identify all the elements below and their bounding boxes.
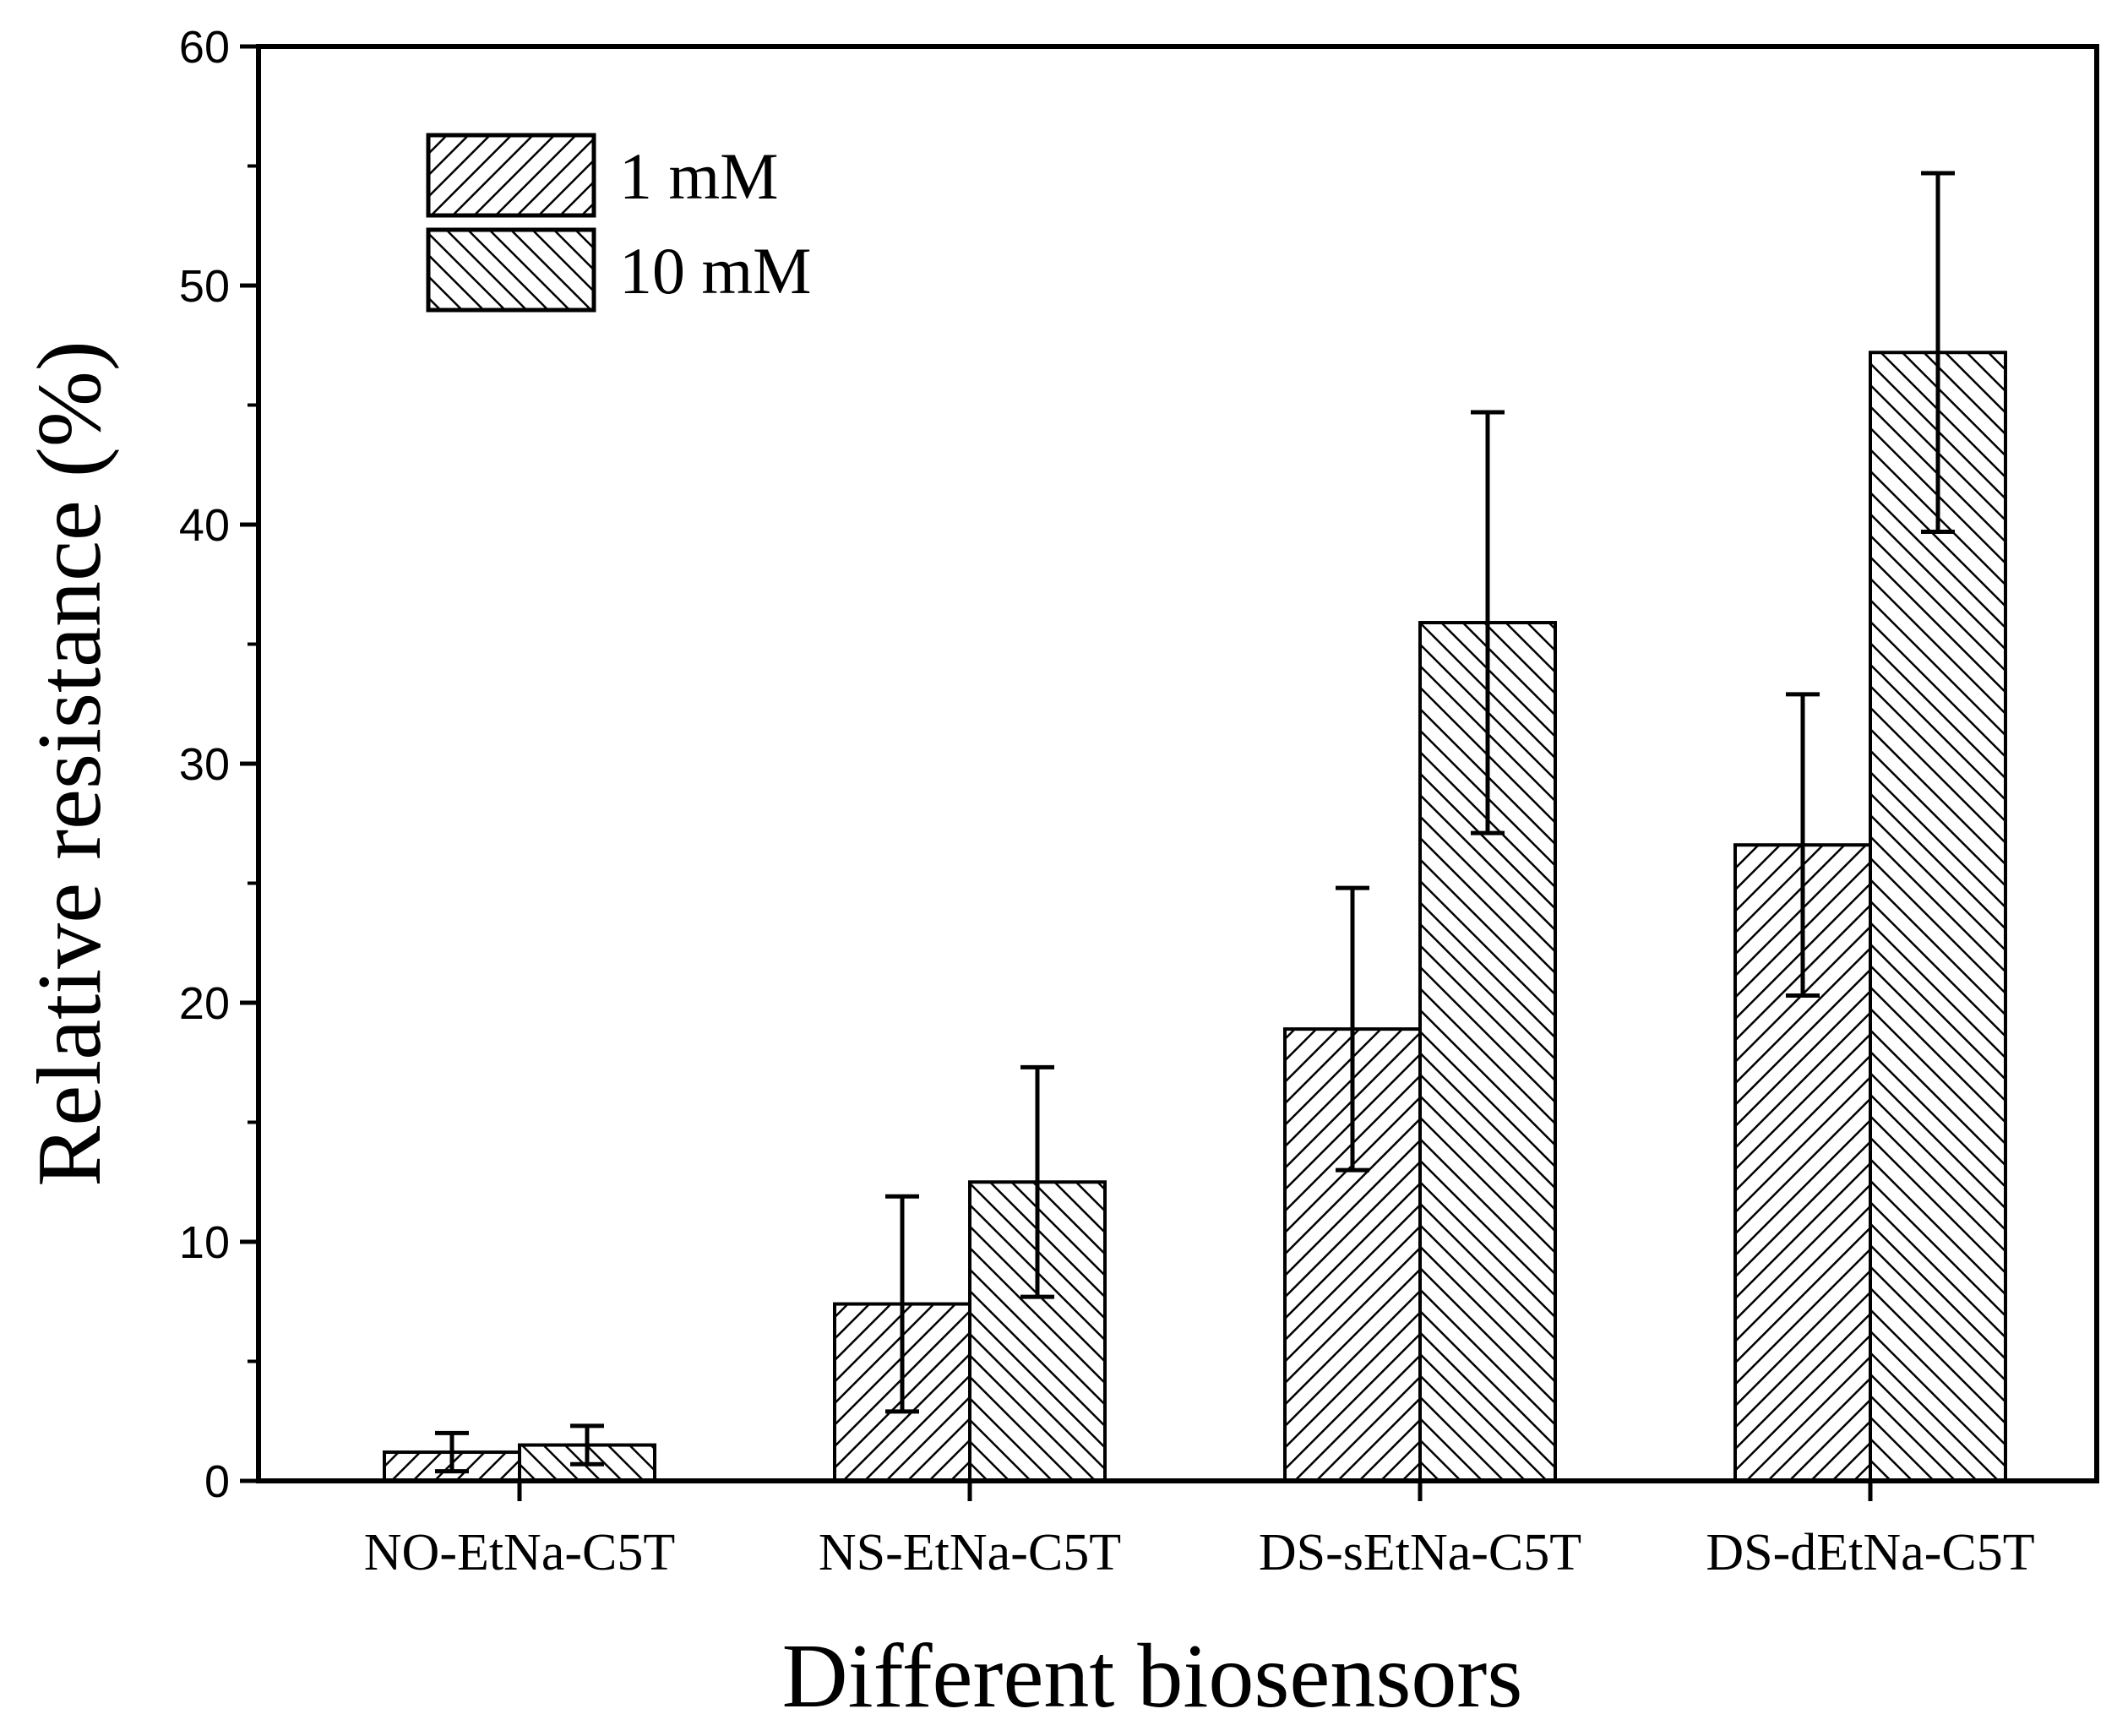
- y-tick-label: 0: [204, 1456, 230, 1507]
- x-axis-title: Different biosensors: [782, 1626, 1523, 1727]
- y-tick-label: 10: [179, 1217, 230, 1268]
- x-axis-ticks: NO-EtNa-C5T NS-EtNa-C5T DS-sEtNa-C5T DS-dEt…: [364, 1481, 2035, 1581]
- y-tick-label: 40: [179, 500, 230, 551]
- x-category-label: NS-EtNa-C5T: [819, 1524, 1121, 1581]
- y-tick-label: 20: [179, 978, 230, 1029]
- y-tick-label: 30: [179, 739, 230, 790]
- legend-label-10mm: 10 mM: [619, 234, 812, 307]
- error-bars-layer: [435, 171, 1955, 1474]
- bar-10mm-1: [968, 1180, 1107, 1483]
- bar-10mm-3: [1869, 351, 2007, 1483]
- y-tick-label: 50: [179, 261, 230, 312]
- y-axis-title: Relative resistance (%): [19, 340, 120, 1187]
- y-axis-ticks: 0 10 20 30 40 50 60: [179, 22, 259, 1507]
- y-tick-label: 60: [179, 22, 230, 73]
- legend-label-1mm: 1 mM: [619, 139, 779, 213]
- bars-layer: [383, 351, 2007, 1483]
- x-category-label: DS-sEtNa-C5T: [1259, 1524, 1581, 1581]
- x-category-label: DS-dEtNa-C5T: [1706, 1524, 2034, 1581]
- legend-swatch-1mm: [426, 133, 596, 218]
- legend: 1 mM 10 mM: [426, 133, 812, 313]
- x-category-label: NO-EtNa-C5T: [364, 1524, 675, 1581]
- legend-swatch-10mm: [426, 227, 596, 313]
